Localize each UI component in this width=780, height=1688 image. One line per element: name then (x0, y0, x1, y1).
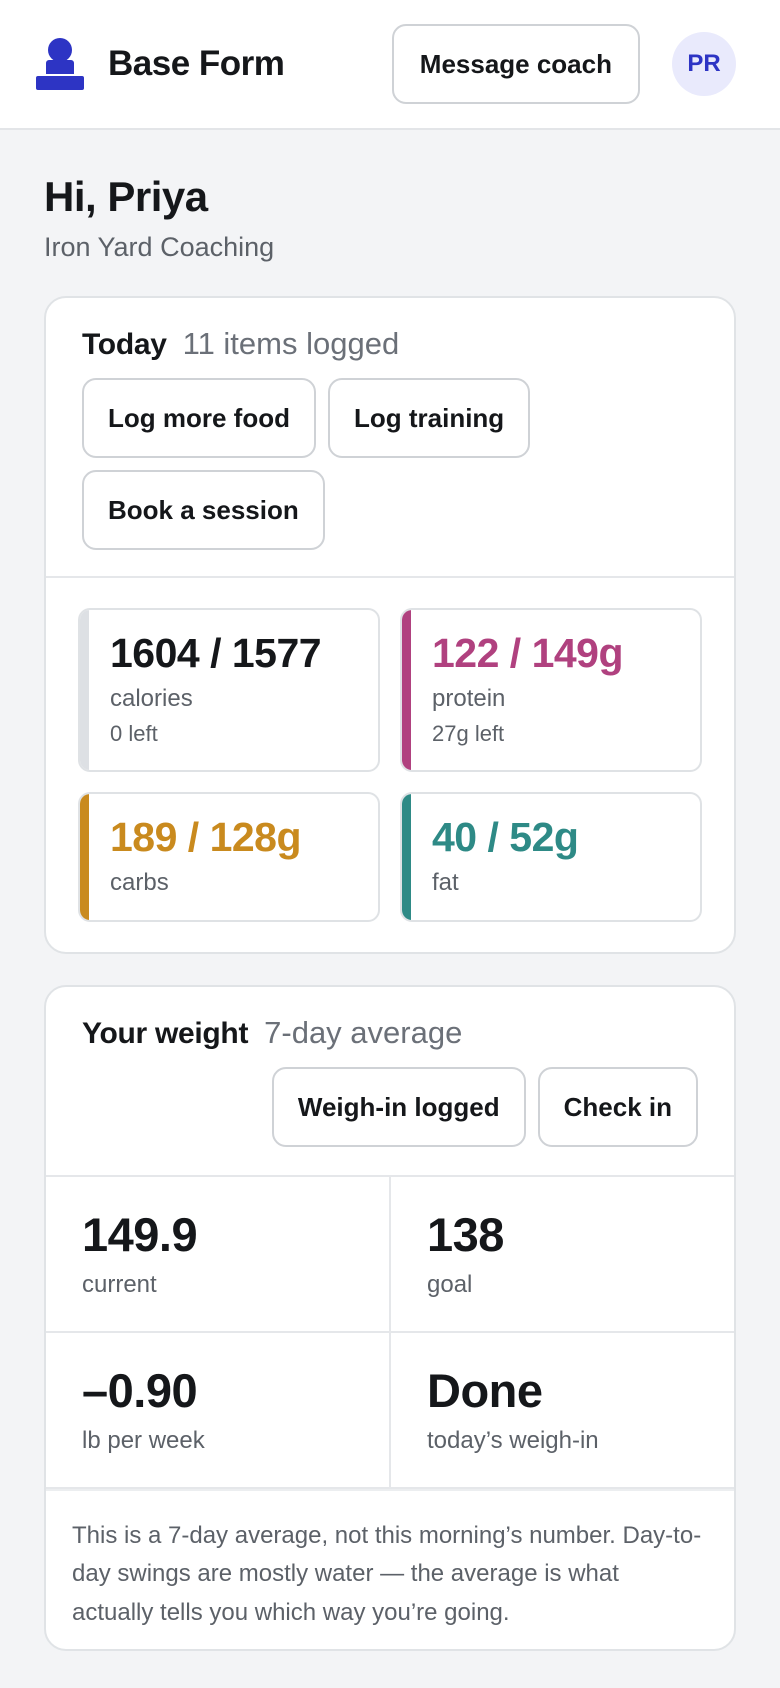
average-explainer-note: This is a 7-day average, not this mornin… (46, 1489, 734, 1632)
book-session-button[interactable]: Book a session (82, 470, 325, 550)
weight-stats: 149.9 current 138 goal –0.90 lb per week… (46, 1175, 734, 1489)
macro-protein: 122 / 149g protein 27g left (400, 608, 702, 772)
current-weight-label: current (82, 1270, 157, 1298)
log-training-button[interactable]: Log training (327, 378, 531, 458)
macro-fat: 40 / 52g fat (400, 792, 702, 922)
weight-subtitle: 7-day average (264, 1015, 463, 1050)
weigh-in-logged-button[interactable]: Weigh-in logged (271, 1067, 526, 1147)
fat-value: 40 / 52g (432, 814, 579, 860)
weight-actions: Weigh-in logged Check in (82, 1067, 698, 1147)
calories-left: 0 left (110, 721, 158, 747)
protein-value: 122 / 149g (432, 630, 624, 676)
carbs-value: 189 / 128g (110, 814, 302, 860)
greeting-section: Hi, Priya Iron Yard Coaching (0, 130, 780, 263)
log-more-food-button[interactable]: Log more food (82, 378, 316, 458)
goal-weight-label: goal (427, 1270, 473, 1298)
macro-calories: 1604 / 1577 calories 0 left (78, 608, 380, 772)
goal-weight-value: 138 (427, 1208, 504, 1261)
podium-logo-icon (36, 38, 84, 90)
brand-name: Base Form (108, 44, 285, 83)
page-title: Hi, Priya (44, 173, 208, 220)
macro-grid: 1604 / 1577 calories 0 left 122 / 149g p… (46, 578, 734, 952)
calories-label: calories (110, 685, 193, 713)
check-in-button[interactable]: Check in (537, 1067, 698, 1147)
avatar[interactable]: PR (672, 32, 736, 96)
stat-goal: 138 goal (391, 1177, 734, 1333)
carbs-label: carbs (110, 869, 169, 897)
weigh-in-status-value: Done (427, 1364, 543, 1417)
today-title: Today (82, 328, 167, 361)
message-coach-button[interactable]: Message coach (391, 24, 640, 104)
weekly-rate-label: lb per week (82, 1426, 205, 1454)
fat-label: fat (432, 869, 459, 897)
stat-current: 149.9 current (46, 1177, 391, 1333)
protein-label: protein (432, 685, 506, 713)
today-card: Today 11 items logged Log more food Log … (44, 296, 736, 954)
today-actions: Log more food Log training Book a sessio… (82, 378, 542, 550)
stat-rate: –0.90 lb per week (46, 1333, 391, 1489)
protein-left: 27g left (432, 721, 505, 747)
top-header: Base Form Message coach PR (0, 0, 780, 130)
weekly-rate-value: –0.90 (82, 1364, 198, 1417)
weight-card: Your weight 7-day average Weigh-in logge… (44, 985, 736, 1651)
weight-title: Your weight (82, 1017, 249, 1050)
today-divider (46, 576, 734, 578)
weigh-in-status-label: today’s weigh-in (427, 1426, 599, 1454)
items-logged-count: 11 items logged (182, 326, 400, 361)
current-weight-value: 149.9 (82, 1208, 198, 1261)
stat-weigh-in: Done today’s weigh-in (391, 1333, 734, 1489)
coaching-org: Iron Yard Coaching (44, 232, 275, 263)
macro-carbs: 189 / 128g carbs (78, 792, 380, 922)
brand-logo[interactable]: Base Form (36, 38, 285, 90)
calories-value: 1604 / 1577 (110, 630, 322, 676)
